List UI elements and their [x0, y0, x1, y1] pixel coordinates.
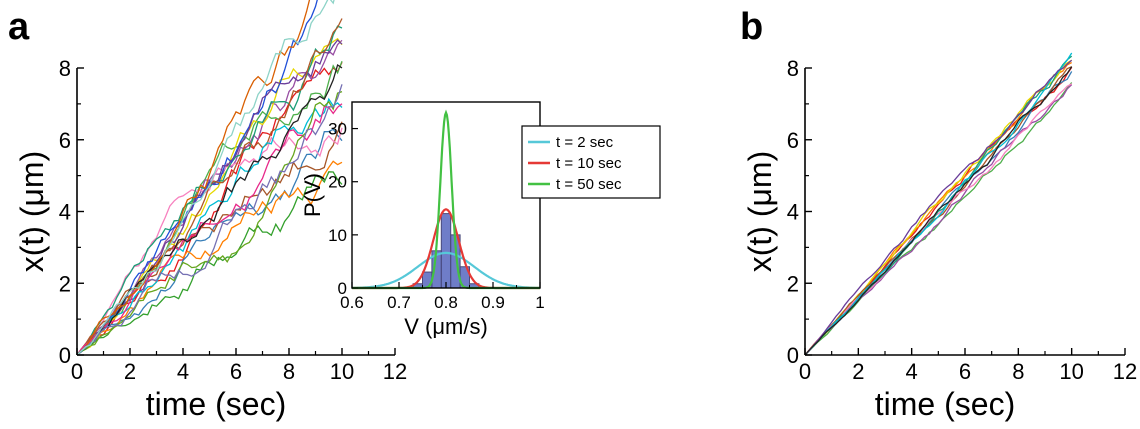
x-tick-label: 10 — [1059, 359, 1083, 384]
trajectory-line — [804, 59, 1073, 356]
trajectory-line — [76, 128, 343, 356]
x-tick-label: 0 — [799, 359, 811, 384]
x-tick-label: 2 — [124, 359, 136, 384]
y-tick-label: 4 — [59, 200, 71, 225]
x-axis-label: time (sec) — [875, 386, 1015, 422]
y-tick-label: 8 — [787, 56, 799, 81]
inset-x-tick-label: 0.8 — [434, 293, 458, 312]
inset-x-tick-label: 0.9 — [481, 293, 505, 312]
y-tick-label: 0 — [787, 343, 799, 368]
x-tick-label: 8 — [1012, 359, 1024, 384]
legend-label: t = 50 sec — [556, 176, 622, 193]
x-tick-label: 4 — [906, 359, 918, 384]
inset-x-axis-label: V (μm/s) — [404, 314, 488, 339]
x-tick-label: 0 — [71, 359, 83, 384]
x-axis-label: time (sec) — [146, 386, 286, 422]
x-tick-label: 8 — [283, 359, 295, 384]
trajectory-line — [76, 103, 343, 356]
trajectory-line — [76, 97, 343, 356]
y-tick-label: 6 — [59, 128, 71, 153]
trajectory-line — [76, 0, 311, 356]
panel-b-letter: b — [740, 6, 764, 48]
trajectory-line — [76, 0, 335, 356]
trajectory-line — [76, 90, 343, 356]
inset-x-tick-label: 1 — [535, 293, 544, 312]
trajectory-line — [76, 84, 343, 356]
inset-y-tick-label: 10 — [328, 226, 347, 245]
y-tick-label: 2 — [787, 271, 799, 296]
x-tick-label: 2 — [852, 359, 864, 384]
y-tick-label: 2 — [59, 271, 71, 296]
legend-label: t = 10 sec — [556, 155, 622, 172]
trajectory-line — [76, 121, 343, 356]
y-tick-label: 6 — [787, 128, 799, 153]
x-tick-label: 4 — [177, 359, 189, 384]
inset-y-tick-label: 0 — [338, 279, 347, 298]
x-tick-label: 10 — [330, 359, 354, 384]
trajectory-line — [804, 83, 1073, 356]
legend-label: t = 2 sec — [556, 134, 614, 151]
inset-x-tick-label: 0.6 — [340, 293, 364, 312]
inset-y-tick-label: 30 — [328, 120, 347, 139]
trajectory-line — [804, 66, 1073, 356]
y-tick-label: 4 — [787, 200, 799, 225]
inset-y-axis-label: P(V) — [300, 173, 325, 217]
y-tick-label: 0 — [59, 343, 71, 368]
x-tick-label: 12 — [1113, 359, 1137, 384]
y-axis-label: x(t) (μm) — [742, 151, 778, 273]
panel-a-letter: a — [8, 6, 30, 48]
x-tick-label: 6 — [230, 359, 242, 384]
inset-y-tick-label: 20 — [328, 173, 347, 192]
x-tick-label: 6 — [959, 359, 971, 384]
trajectory-line — [76, 39, 343, 356]
inset-x-tick-label: 0.7 — [387, 293, 411, 312]
y-axis-label: x(t) (μm) — [14, 151, 50, 273]
histogram-bar — [440, 213, 452, 289]
y-tick-label: 8 — [59, 56, 71, 81]
x-tick-label: 12 — [383, 359, 407, 384]
distribution-curve — [351, 251, 541, 289]
